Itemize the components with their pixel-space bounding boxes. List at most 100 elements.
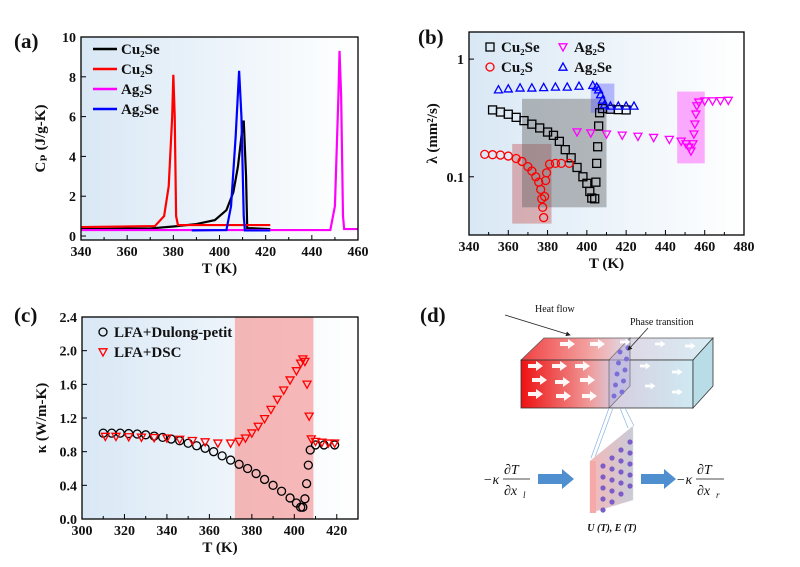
x-tick-label: 440: [655, 240, 676, 255]
data-point-circle: [517, 156, 527, 167]
data-point-triangle-up: [599, 99, 610, 109]
data-point-square: [554, 136, 565, 147]
heat-arrow: [655, 340, 666, 348]
legend-label: LFA+Dulong-petit: [114, 325, 232, 341]
heat-arrow: [582, 391, 597, 401]
heat-flow-arrows: [528, 338, 696, 401]
x-tick-label: 380: [537, 240, 558, 255]
diagram-phase-transition: Heat flow Phase transition −κ ∂T ∂x l −κ…: [483, 304, 724, 534]
svg-text:−κ: −κ: [483, 473, 499, 488]
data-point-circle: [276, 486, 287, 496]
x-tick-label: 420: [616, 240, 637, 255]
data-point-triangle-up: [628, 100, 640, 110]
chart-b-diffusivity: 340 360 380 400 420 440 460 480 0.1 1 T (K) λ (mm²/…: [425, 31, 755, 272]
data-point-triangle-down: [316, 438, 328, 448]
y-axis-label: λ (mm²/s): [425, 103, 441, 164]
data-point-triangle-down: [161, 434, 173, 444]
x-tick-label: 440: [301, 245, 322, 260]
x-tick-label: 420: [255, 245, 276, 260]
data-point-circle: [149, 431, 159, 441]
y-tick-label: 0.8: [60, 446, 78, 461]
data-point-triangle-down: [304, 412, 315, 422]
plot-frame: [80, 36, 359, 241]
x-tick-label: 360: [498, 240, 519, 255]
heat-arrow: [672, 388, 683, 396]
x-axis-label: T (K): [202, 540, 237, 556]
data-point-triangle-down: [648, 133, 659, 143]
data-point-triangle-down: [685, 147, 697, 157]
data-point-triangle-down: [632, 132, 644, 142]
data-point-triangle-down: [329, 439, 340, 449]
data-point-triangle-down: [200, 438, 211, 448]
legend-label: Cu₂S: [501, 60, 533, 76]
atom: [621, 378, 626, 384]
series-LFA+DSC: [100, 355, 340, 449]
data-point-circle: [539, 191, 550, 202]
data-point-square: [593, 142, 603, 152]
data-point-circle: [485, 62, 495, 72]
data-point-square: [621, 105, 631, 115]
legend-label: Ag₂Se: [574, 60, 612, 76]
atom: [609, 488, 615, 494]
data-point-circle: [511, 153, 521, 164]
zoom-line: [619, 407, 629, 429]
y-tick-label: 0.0: [60, 513, 78, 528]
data-point-triangle-up: [573, 80, 585, 90]
series-Ag₂Se: [493, 79, 640, 110]
data-point-circle: [225, 455, 236, 465]
heat-arrow: [685, 342, 696, 350]
atom: [622, 367, 628, 373]
left-flux-equation: −κ ∂T ∂x l: [483, 463, 530, 500]
zoom-line: [624, 407, 635, 427]
data-point-triangle-down: [664, 135, 675, 145]
y-axis-label: κ (W/m-K): [34, 383, 50, 453]
data-point-triangle-down: [278, 386, 289, 396]
highlight-region: [234, 317, 314, 519]
svg-text:r: r: [716, 490, 720, 500]
heat-arrow: [672, 368, 683, 376]
data-point-square: [591, 177, 601, 187]
data-point-circle: [531, 172, 541, 182]
heat-arrow: [528, 361, 543, 371]
data-point-triangle-up: [595, 89, 606, 99]
atom: [627, 472, 633, 478]
heat-arrow: [555, 377, 570, 387]
data-point-triangle-down: [259, 414, 270, 425]
data-point-triangle-down: [707, 97, 718, 107]
data-point-circle: [329, 440, 340, 450]
series-Ag₂S: [571, 96, 734, 157]
y-tick-label: 6: [69, 111, 76, 126]
data-point-triangle-down: [690, 110, 701, 120]
data-point-circle: [268, 480, 278, 490]
atom: [609, 477, 615, 483]
svg-text:∂T: ∂T: [504, 463, 520, 478]
plot-frame: [468, 31, 745, 236]
data-point-square: [587, 193, 597, 203]
data-point-circle: [158, 432, 168, 443]
data-point-square: [593, 121, 604, 131]
data-point-triangle-down: [136, 433, 147, 443]
svg-text:∂x: ∂x: [697, 484, 711, 499]
legend-label: LFA+DSC: [114, 345, 181, 361]
x-tick-label: 400: [284, 524, 305, 539]
data-point-circle: [564, 158, 574, 169]
data-point-circle: [285, 493, 295, 503]
chart-c-thermal-conductivity: 300 320 340 360 380 400 420 0.0 0.4 0.8 1.2 1.6 2.0 2…: [34, 311, 359, 556]
data-point-circle: [544, 159, 555, 169]
heat-arrow: [556, 391, 571, 401]
data-point-circle: [305, 445, 315, 455]
series-Cu₂Se: [487, 103, 631, 204]
heat-arrow: [620, 338, 631, 346]
legend-label: Ag₂Se: [121, 102, 159, 118]
heat-flow-pointer: [504, 314, 571, 337]
atom: [627, 450, 633, 456]
data-point-triangle-down: [174, 435, 185, 445]
x-tick-label: 420: [326, 524, 347, 539]
phase-transition-label: Phase transition: [630, 317, 694, 328]
data-point-triangle-down: [693, 98, 704, 108]
x-tick-label: 400: [576, 240, 597, 255]
data-point-triangle-down: [689, 120, 700, 130]
data-point-circle: [301, 478, 312, 489]
data-point-triangle-up: [526, 82, 537, 92]
